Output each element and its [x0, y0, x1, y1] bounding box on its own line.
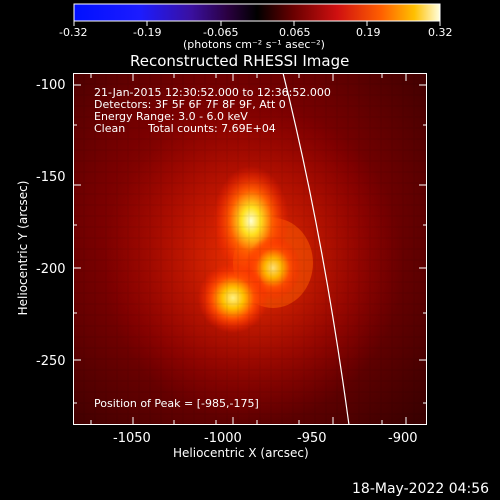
plot-area: 21-Jan-2015 12:30:52.000 to 12:36:52.000…	[73, 72, 427, 426]
y-tick-label: -250	[36, 354, 66, 369]
x-tick-label: -900	[388, 431, 418, 446]
rhessi-image	[73, 72, 427, 426]
annotation-time-range: 21-Jan-2015 12:30:52.000 to 12:36:52.000	[94, 86, 331, 99]
x-tick-label: -1000	[204, 431, 242, 446]
y-tick-label: -100	[36, 78, 66, 93]
x-axis-label: Heliocentric X (arcsec)	[173, 446, 309, 460]
x-tick-label: -950	[297, 431, 327, 446]
annotation-total-counts: Total counts: 7.69E+04	[148, 122, 276, 135]
colorbar-tick-label: -0.32	[59, 26, 88, 39]
colorbar-graphic	[73, 3, 441, 26]
annotation-peak-position: Position of Peak = [-985,-175]	[94, 397, 259, 410]
colorbar-tick-label: 0.19	[356, 26, 381, 39]
y-tick-label: -200	[36, 262, 66, 277]
plot-title: Reconstructed RHESSI Image	[130, 52, 350, 70]
y-tick-label: -150	[36, 170, 66, 185]
footer-date: 18-May-2022 04:56	[352, 481, 490, 497]
y-axis-label: Heliocentric Y (arcsec)	[16, 180, 30, 316]
x-tick-label: -1050	[113, 431, 151, 446]
annotation-method: Clean	[94, 122, 126, 135]
colorbar: -0.32 -0.19 -0.065 0.065 0.19 0.32 (phot…	[0, 0, 500, 60]
y-axis-label-wrap: Heliocentric Y (arcsec)	[12, 168, 30, 328]
colorbar-tick-label: -0.065	[203, 26, 239, 39]
annotation-detectors: Detectors: 3F 5F 6F 7F 8F 9F, Att 0	[94, 98, 286, 111]
colorbar-tick-label: 0.32	[428, 26, 453, 39]
colorbar-unit-label: (photons cm⁻² s⁻¹ asec⁻²)	[183, 38, 325, 51]
annotation-energy-range: Energy Range: 3.0 - 6.0 keV	[94, 110, 248, 123]
colorbar-tick-label: -0.19	[133, 26, 162, 39]
colorbar-tick-label: 0.065	[279, 26, 311, 39]
